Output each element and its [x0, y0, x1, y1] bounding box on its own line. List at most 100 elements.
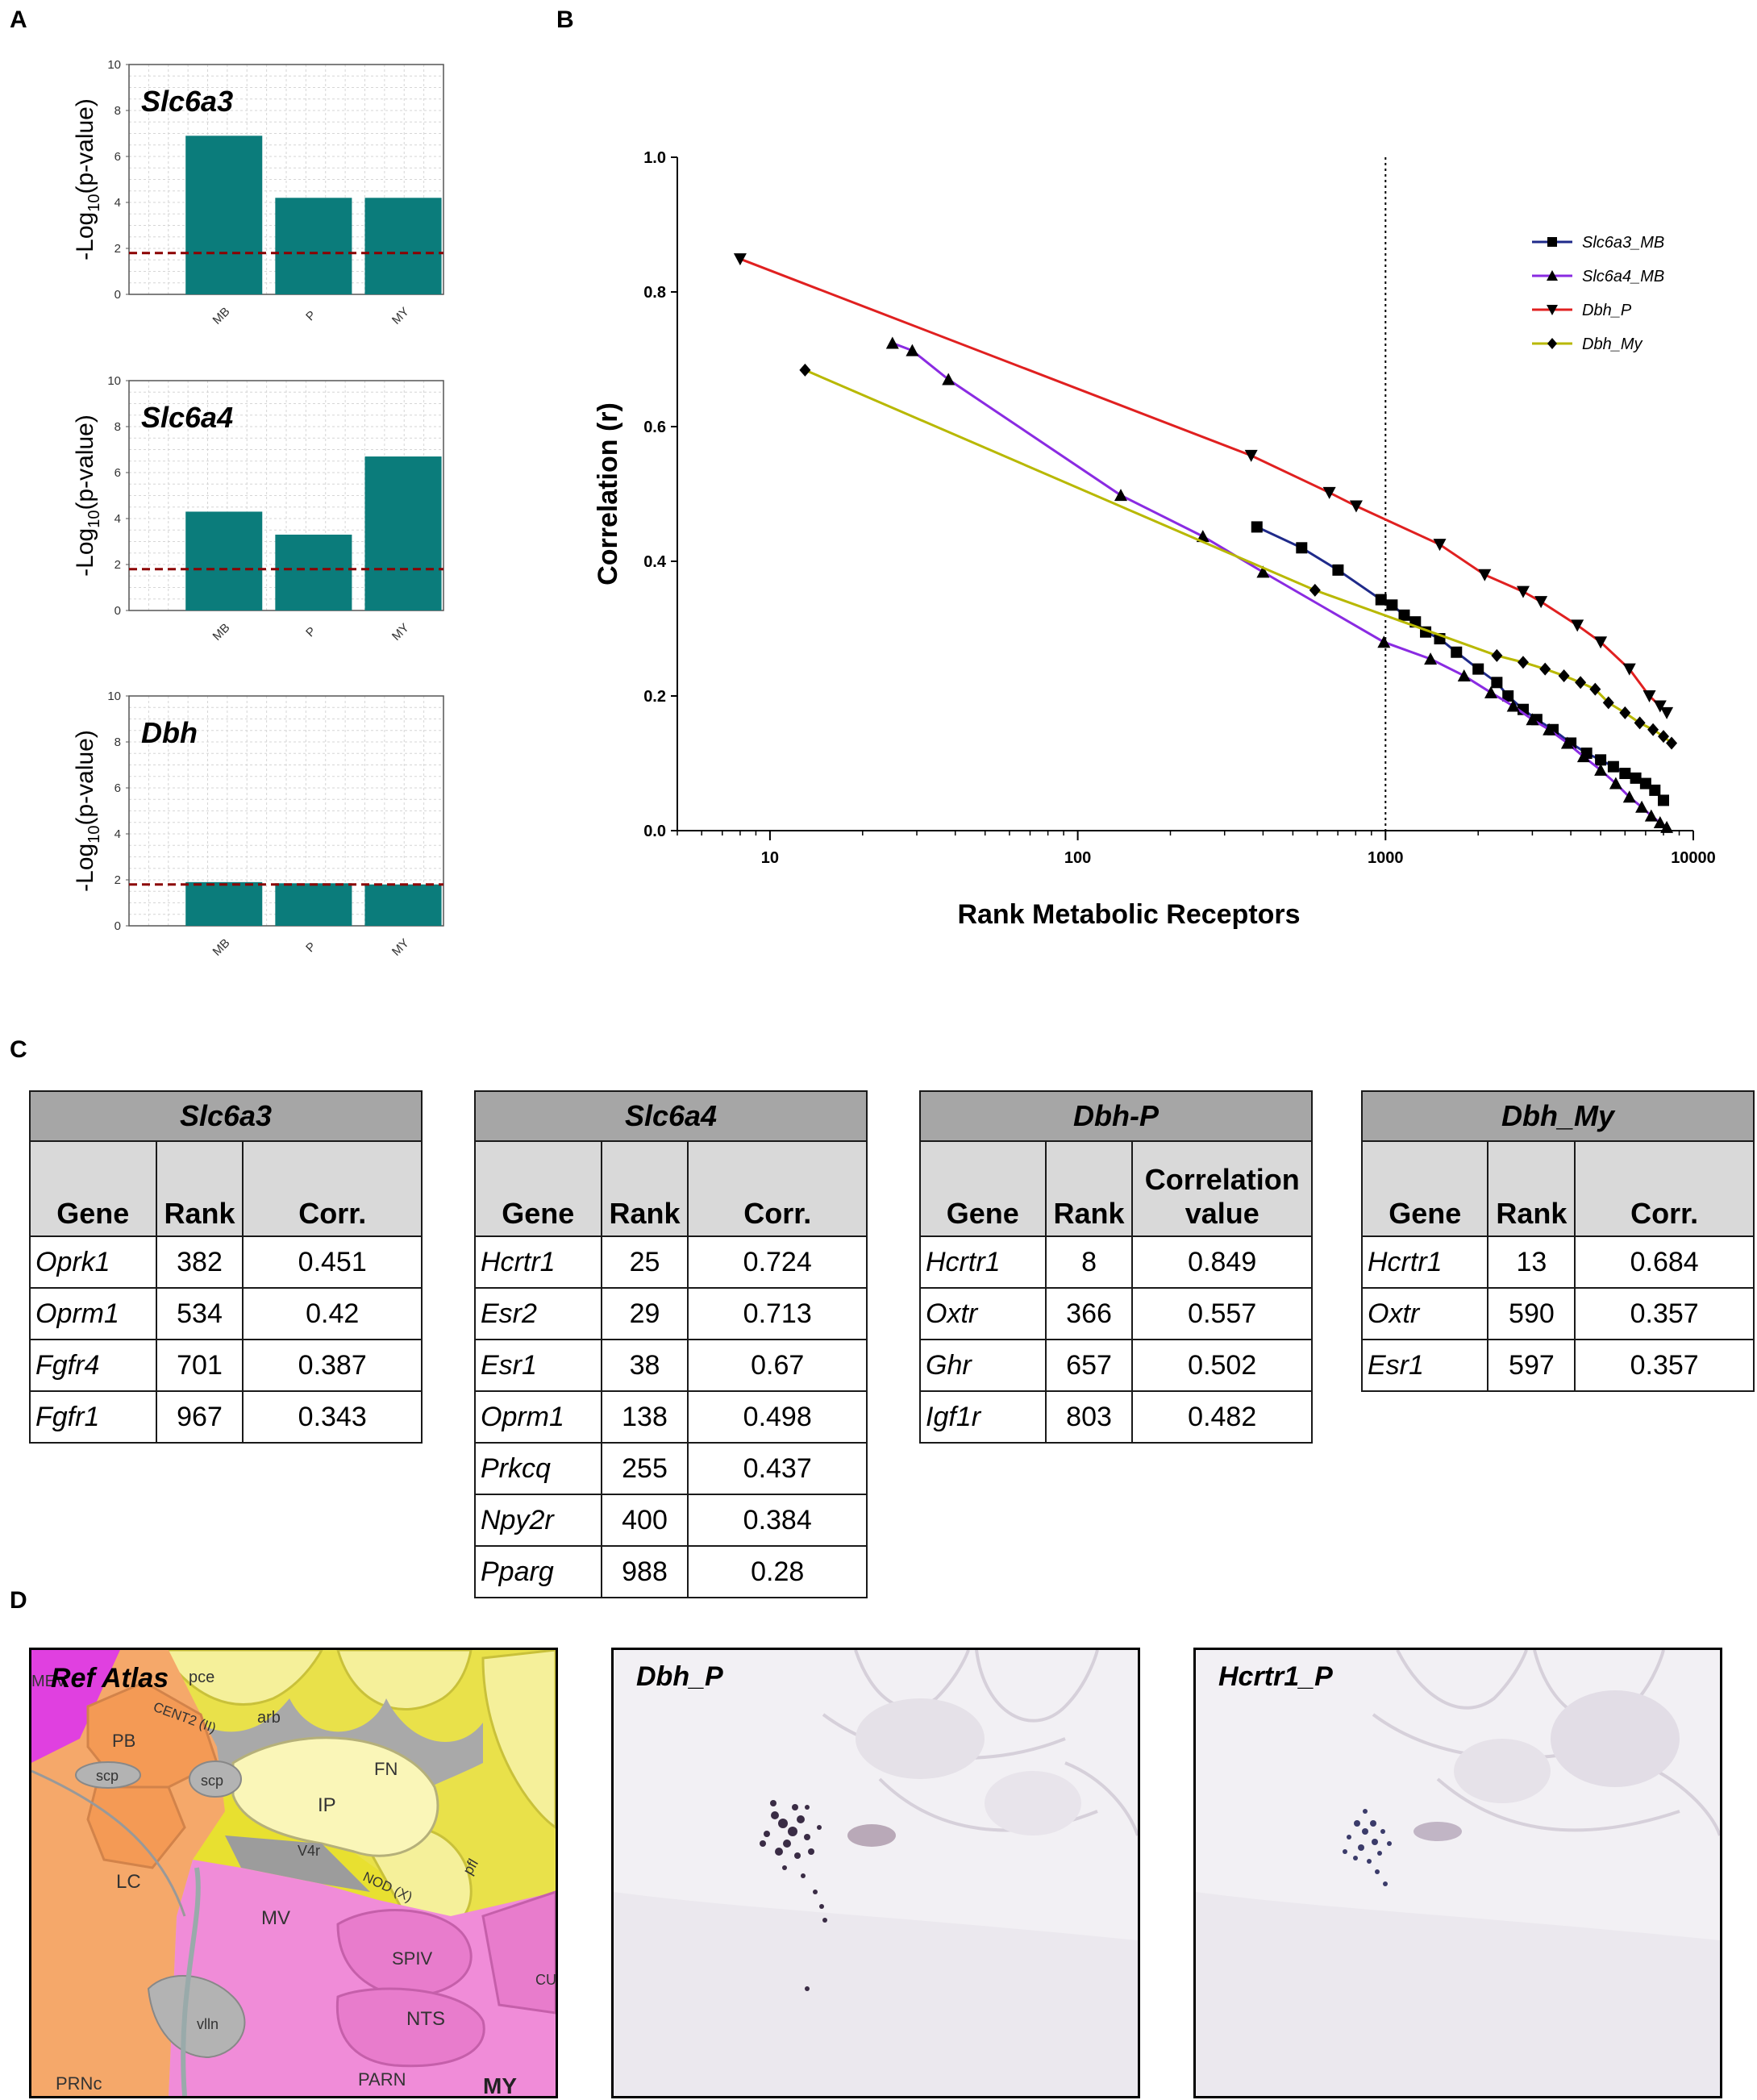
table-row: Pparg 988 0.28 [474, 1545, 868, 1598]
gene-cell: Fgfr4 [29, 1339, 157, 1392]
ish-image-hcrtr1-p: Hcrtr1_P [1193, 1648, 1722, 2098]
atlas-label-ip: IP [318, 1794, 336, 1816]
chart-title: Slc6a4 [141, 401, 233, 434]
y-tick-label: 6 [114, 150, 121, 164]
corr-cell: 0.387 [242, 1339, 423, 1392]
y-tick-label: 0.8 [643, 284, 666, 302]
data-point [1594, 763, 1608, 776]
rank-cell: 803 [1044, 1390, 1134, 1444]
data-point [885, 336, 899, 349]
data-point [1244, 449, 1258, 462]
table-row: Hcrtr1 8 0.849 [919, 1235, 1313, 1289]
hcrtr1-signal-cluster [1343, 1809, 1392, 1886]
table-row: Igf1r 803 0.482 [919, 1390, 1313, 1444]
column-header-rank: Rank [155, 1140, 244, 1237]
y-tick-label: 0 [114, 919, 121, 933]
y-tick-label: 2 [114, 558, 121, 572]
data-point [1602, 696, 1614, 710]
data-point [906, 344, 919, 356]
table-title: Dbh_My [1361, 1090, 1755, 1142]
y-tick-label: 0.0 [643, 823, 666, 840]
table-title: Dbh-P [919, 1090, 1313, 1142]
column-header-corr: Corr. [1574, 1140, 1755, 1237]
data-point [1589, 682, 1601, 696]
rank-cell: 701 [155, 1339, 244, 1392]
rank-cell: 25 [600, 1235, 689, 1289]
gene-cell: Oprm1 [29, 1287, 157, 1340]
data-point [1517, 656, 1529, 669]
y-axis-label: -Log10(p-value) [72, 730, 103, 892]
table-row: Npy2r 400 0.384 [474, 1494, 868, 1547]
data-point [1424, 652, 1438, 665]
rank-cell: 590 [1487, 1287, 1576, 1340]
data-point [1607, 760, 1619, 773]
data-point [1472, 663, 1484, 675]
data-point [1653, 700, 1667, 713]
table-dbh-my: Dbh_My Gene Rank Corr. Hcrtr1 13 0.684 Oxt… [1360, 1090, 1755, 1392]
table-row: Hcrtr1 13 0.684 [1360, 1235, 1755, 1289]
data-point [1251, 521, 1263, 533]
y-tick-label: 1.0 [643, 149, 666, 167]
corr-cell: 0.357 [1574, 1339, 1755, 1392]
x-tick-label: MY [389, 621, 412, 643]
corr-cell: 0.502 [1131, 1339, 1313, 1392]
data-point [799, 363, 811, 377]
y-tick-label: 0.2 [643, 688, 666, 706]
series-slc6a3-mb [1251, 521, 1670, 806]
bar [185, 881, 263, 926]
atlas-label-scp: scp [201, 1773, 223, 1789]
dbh-signal-cluster [760, 1800, 827, 1991]
gene-cell: Hcrtr1 [919, 1235, 1047, 1289]
panel-letter-b: B [556, 6, 574, 33]
x-tick-label: MB [210, 305, 233, 327]
y-axis-label: -Log10(p-value) [72, 415, 103, 577]
column-header-gene: Gene [29, 1140, 157, 1237]
data-point [1619, 768, 1631, 780]
legend-item: Dbh_My [1532, 335, 1643, 353]
data-point [1526, 713, 1539, 726]
rank-cell: 534 [155, 1287, 244, 1340]
data-point [1653, 815, 1667, 828]
corr-cell: 0.437 [687, 1442, 868, 1495]
corr-cell: 0.724 [687, 1235, 868, 1289]
y-tick-label: 10 [107, 58, 121, 72]
x-tick-label: MY [389, 305, 412, 327]
series-slc6a4-mb [885, 336, 1674, 833]
data-point [1296, 542, 1308, 554]
table-row: Oprk1 382 0.451 [29, 1235, 423, 1289]
x-tick-label: MB [210, 936, 233, 958]
gene-cell: Prkcq [474, 1442, 602, 1495]
data-point [1457, 669, 1471, 681]
table-row: Fgfr4 701 0.387 [29, 1339, 423, 1392]
legend-label: Slc6a3_MB [1582, 234, 1664, 252]
column-header-corr: Corr. [687, 1140, 868, 1237]
rank-cell: 988 [600, 1545, 689, 1598]
atlas-label-mev: MEV [31, 1673, 67, 1690]
table-slc6a4: Slc6a4 Gene Rank Corr. Hcrtr1 25 0.724 Esr… [474, 1090, 868, 1598]
series-line [892, 342, 1667, 829]
data-point [1386, 599, 1398, 611]
gene-cell: Esr1 [474, 1339, 602, 1392]
y-axis-label: -Log10(p-value) [72, 98, 103, 260]
bar [364, 884, 442, 926]
table-row: Esr2 29 0.713 [474, 1287, 868, 1340]
corr-cell: 0.384 [687, 1494, 868, 1547]
data-point [1644, 809, 1658, 822]
gene-cell: Esr1 [1360, 1339, 1489, 1392]
data-point [1543, 723, 1556, 735]
data-point [1547, 270, 1558, 281]
series-line [739, 257, 1668, 714]
gene-cell: Oxtr [919, 1287, 1047, 1340]
data-point [1571, 619, 1584, 632]
data-point [1322, 486, 1336, 499]
corr-cell: 0.67 [687, 1339, 868, 1392]
x-tick-label: MY [389, 936, 412, 958]
rank-cell: 967 [155, 1390, 244, 1444]
legend-item: Slc6a3_MB [1532, 234, 1664, 252]
data-point [1506, 699, 1520, 712]
data-point [1539, 662, 1551, 676]
data-point [1534, 596, 1548, 609]
ish-title-dbh-p: Dbh_P [636, 1661, 723, 1692]
ref-atlas-image: MEV pce CENT2 (II) arb FN PB scp scp IP … [29, 1648, 558, 2098]
chart-title: Dbh [141, 716, 198, 749]
